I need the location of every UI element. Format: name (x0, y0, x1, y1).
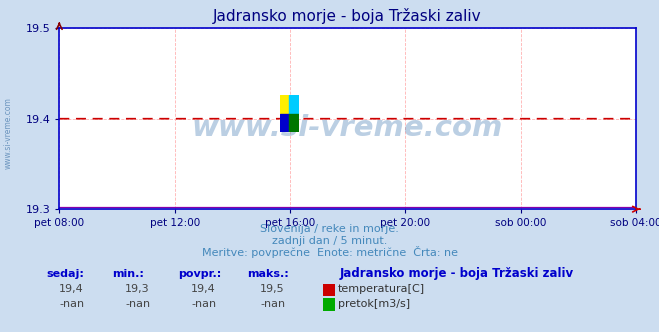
Bar (289, 96, 299, 114)
Text: -nan: -nan (260, 299, 285, 309)
Title: Jadransko morje - boja Tržaski zaliv: Jadransko morje - boja Tržaski zaliv (214, 8, 482, 24)
Bar (280, 96, 289, 114)
Text: temperatura[C]: temperatura[C] (338, 284, 425, 294)
Text: min.:: min.: (112, 269, 144, 279)
Text: -nan: -nan (125, 299, 150, 309)
Text: 19,4: 19,4 (191, 284, 216, 294)
Text: www.si-vreme.com: www.si-vreme.com (3, 97, 13, 169)
Text: 19,5: 19,5 (260, 284, 285, 294)
Text: Slovenija / reke in morje.: Slovenija / reke in morje. (260, 224, 399, 234)
Text: 19,3: 19,3 (125, 284, 150, 294)
Text: -nan: -nan (59, 299, 84, 309)
Text: zadnji dan / 5 minut.: zadnji dan / 5 minut. (272, 236, 387, 246)
Text: sedaj:: sedaj: (46, 269, 84, 279)
Text: maks.:: maks.: (247, 269, 289, 279)
Text: pretok[m3/s]: pretok[m3/s] (338, 299, 410, 309)
Bar (280, 114, 289, 132)
Bar (289, 114, 299, 132)
Text: 19,4: 19,4 (59, 284, 84, 294)
Text: povpr.:: povpr.: (178, 269, 221, 279)
Text: www.si-vreme.com: www.si-vreme.com (192, 114, 503, 142)
Text: Jadransko morje - boja Tržaski zaliv: Jadransko morje - boja Tržaski zaliv (339, 267, 573, 280)
Text: Meritve: povprečne  Enote: metrične  Črta: ne: Meritve: povprečne Enote: metrične Črta:… (202, 246, 457, 258)
Text: -nan: -nan (191, 299, 216, 309)
